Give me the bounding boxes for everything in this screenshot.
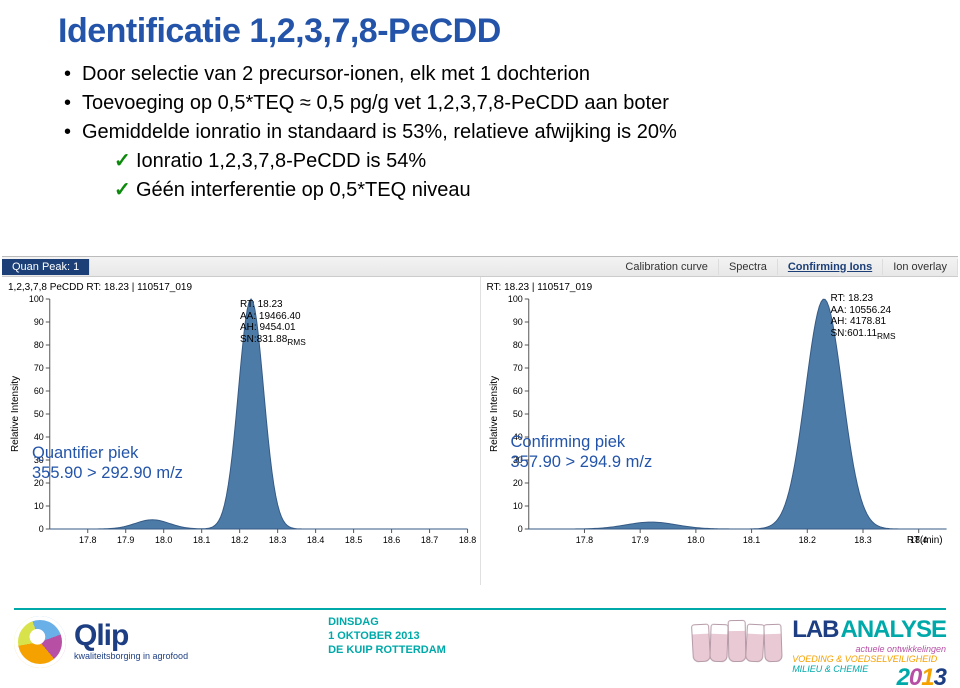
svg-text:18.8: 18.8 [459,535,476,545]
svg-text:18.0: 18.0 [155,535,172,545]
svg-text:18.4: 18.4 [307,535,324,545]
svg-text:RT(min): RT(min) [906,535,942,546]
svg-text:18.5: 18.5 [345,535,362,545]
svg-text:70: 70 [34,363,44,373]
bullet-item: Toevoeging op 0,5*TEQ ≈ 0,5 pg/g vet 1,2… [64,90,932,117]
quantifier-callout: Quantifier piek 355.90 > 292.90 m/z [32,444,183,484]
svg-text:18.7: 18.7 [421,535,438,545]
svg-text:18.1: 18.1 [742,535,759,545]
page-title: Identificatie 1,2,3,7,8-PeCDD [58,12,932,51]
confirming-callout: Confirming piek 357.90 > 294.9 m/z [511,433,653,473]
svg-text:18.3: 18.3 [854,535,871,545]
svg-text:18.1: 18.1 [193,535,210,545]
footer: Qlip kwaliteitsborging in agrofood DINSD… [0,608,960,688]
sub-bullet-item: Ionratio 1,2,3,7,8-PeCDD is 54% [114,148,932,175]
svg-text:18.2: 18.2 [798,535,815,545]
tab-calibration-curve[interactable]: Calibration curve [615,259,719,275]
svg-text:17.8: 17.8 [79,535,96,545]
qlip-swirl-icon [14,616,66,668]
svg-text:70: 70 [512,363,522,373]
svg-text:80: 80 [34,340,44,350]
svg-text:90: 90 [512,317,522,327]
tab-spectra[interactable]: Spectra [719,259,778,275]
svg-text:100: 100 [29,294,44,304]
svg-text:18.6: 18.6 [383,535,400,545]
svg-text:18.0: 18.0 [687,535,704,545]
svg-text:Relative Intensity: Relative Intensity [488,376,499,452]
svg-text:40: 40 [34,432,44,442]
peak-info: RT: 18.23 AA: 10556.24 AH: 4178.81 SN:60… [831,293,896,341]
svg-text:17.9: 17.9 [631,535,648,545]
svg-text:0: 0 [39,524,44,534]
tab-ion-overlay[interactable]: Ion overlay [883,259,958,275]
svg-text:17.9: 17.9 [117,535,134,545]
svg-text:60: 60 [34,386,44,396]
svg-text:20: 20 [512,478,522,488]
sample-label: 1,2,3,7,8 PeCDD RT: 18.23 | 110517_019 [4,281,478,293]
tab-quan-peak[interactable]: Quan Peak: 1 [2,259,90,275]
chart-panel: Quan Peak: 1 Calibration curve Spectra C… [2,256,958,584]
sub-bullet-item: Géén interferentie op 0,5*TEQ niveau [114,177,932,204]
svg-text:80: 80 [512,340,522,350]
svg-text:0: 0 [517,524,522,534]
bullet-item: Door selectie van 2 precursor-ionen, elk… [64,61,932,88]
svg-text:10: 10 [512,501,522,511]
svg-text:100: 100 [507,294,522,304]
peak-info: RT: 18.23 AA: 19466.40 AH: 9454.01 SN:83… [240,299,306,347]
qlip-name: Qlip [74,623,188,649]
svg-text:10: 10 [34,501,44,511]
quantifier-chart: 1,2,3,7,8 PeCDD RT: 18.23 | 110517_019 R… [2,277,480,585]
qlip-logo: Qlip kwaliteitsborging in agrofood [14,616,188,668]
tab-confirming-ions[interactable]: Confirming Ions [778,259,883,275]
svg-text:18.2: 18.2 [231,535,248,545]
svg-text:90: 90 [34,317,44,327]
bullet-list: Door selectie van 2 precursor-ionen, elk… [64,61,932,204]
svg-text:Relative Intensity: Relative Intensity [10,376,21,452]
svg-text:50: 50 [34,409,44,419]
qlip-tagline: kwaliteitsborging in agrofood [74,651,188,661]
svg-text:17.8: 17.8 [575,535,592,545]
sample-label: RT: 18.23 | 110517_019 [483,281,957,293]
svg-text:50: 50 [512,409,522,419]
event-info: DINSDAG 1 OKTOBER 2013 DE KUIP ROTTERDAM [188,616,692,657]
labanalyse-logo: LABANALYSE actuele ontwikkelingen VOEDIN… [792,616,946,688]
vials-image [692,616,782,662]
confirming-chart: RT: 18.23 | 110517_019 RT: 18.23 AA: 105… [480,277,959,585]
svg-text:60: 60 [512,386,522,396]
bullet-item: Gemiddelde ionratio in standaard is 53%,… [64,119,932,204]
svg-text:18.3: 18.3 [269,535,286,545]
